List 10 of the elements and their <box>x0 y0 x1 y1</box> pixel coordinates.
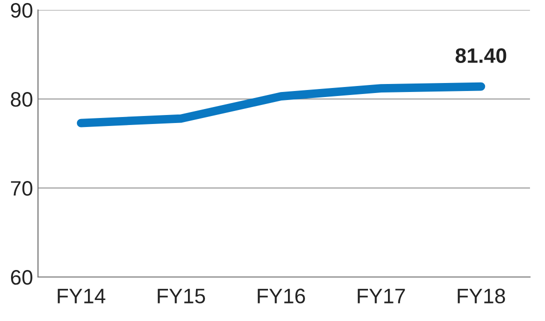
x-tick-label: FY15 <box>158 288 206 304</box>
y-tick-label: 60 <box>11 270 32 285</box>
x-tick-label: FY18 <box>458 288 505 304</box>
y-tick-label: 70 <box>11 181 32 196</box>
x-tick-label: FY14 <box>58 288 106 304</box>
y-tick-label: 80 <box>10 92 32 107</box>
y-tick-label: 90 <box>10 3 32 18</box>
x-tick-label: FY17 <box>358 288 405 304</box>
annotation: 81.40 <box>456 48 506 63</box>
x-tick-label: FY16 <box>258 288 305 304</box>
